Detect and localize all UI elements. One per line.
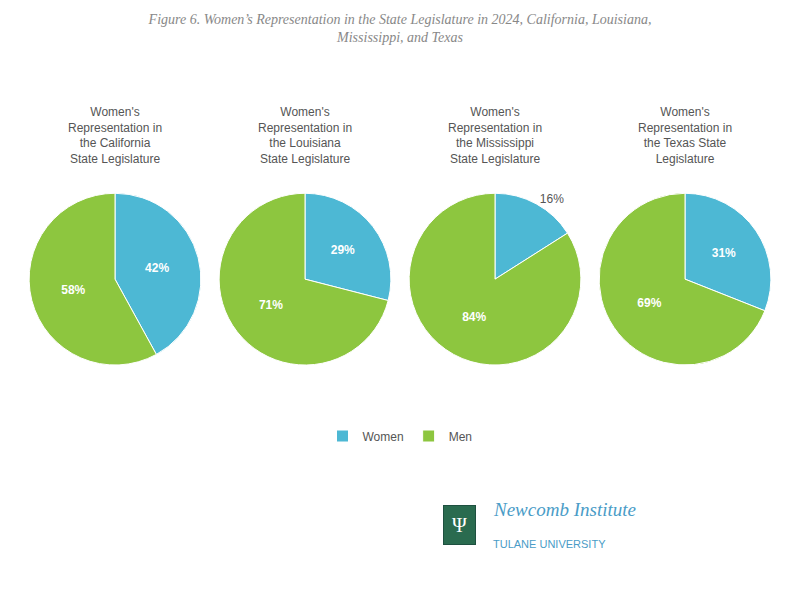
svg-text:69%: 69% <box>637 296 661 310</box>
svg-text:Newcomb Institute: Newcomb Institute <box>493 499 636 520</box>
svg-text:Figure 6. Women’s Representati: Figure 6. Women’s Representation in the … <box>148 12 652 45</box>
svg-text:71%: 71% <box>259 298 283 312</box>
svg-text:Women: Women <box>363 430 404 444</box>
svg-text:TULANE UNIVERSITY: TULANE UNIVERSITY <box>493 538 606 550</box>
svg-text:Ψ: Ψ <box>452 514 467 536</box>
svg-text:Men: Men <box>449 430 472 444</box>
svg-text:Women'sRepresentation inthe Lo: Women'sRepresentation inthe LouisianaSta… <box>258 105 352 166</box>
svg-text:16%: 16% <box>540 192 564 206</box>
svg-text:31%: 31% <box>712 246 736 260</box>
svg-text:84%: 84% <box>462 310 486 324</box>
svg-text:Women'sRepresentation inthe Ca: Women'sRepresentation inthe CaliforniaSt… <box>68 105 162 166</box>
svg-text:42%: 42% <box>145 261 169 275</box>
svg-text:Women'sRepresentation inthe Te: Women'sRepresentation inthe Texas StateL… <box>638 105 732 166</box>
svg-text:58%: 58% <box>61 283 85 297</box>
svg-text:Women'sRepresentation inthe Mi: Women'sRepresentation inthe MississippiS… <box>448 105 542 166</box>
svg-text:29%: 29% <box>331 243 355 257</box>
